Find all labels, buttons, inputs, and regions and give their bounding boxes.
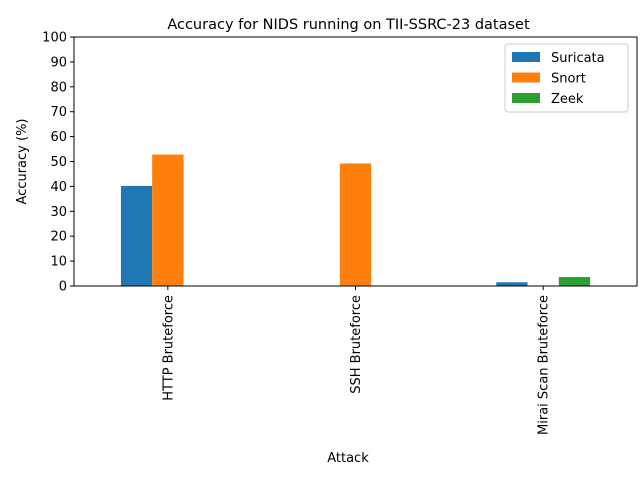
legend-label-snort: Snort — [551, 72, 586, 87]
y-axis: 0 10 20 30 40 50 60 70 80 90 100 — [42, 31, 74, 295]
y-tick-label: 70 — [50, 105, 67, 120]
y-tick-label: 20 — [50, 230, 67, 245]
y-tick-label: 100 — [42, 31, 67, 46]
y-axis-label: Accuracy (%) — [15, 119, 30, 205]
bar-suricata-2 — [496, 282, 528, 286]
y-tick-label: 80 — [50, 80, 67, 95]
bars-group — [120, 154, 591, 286]
legend-label-zeek: Zeek — [551, 92, 584, 107]
y-tick-label: 90 — [50, 55, 67, 70]
bar-zeek-2 — [558, 277, 591, 286]
legend-label-suricata: Suricata — [551, 51, 605, 66]
chart-title: Accuracy for NIDS running on TII-SSRC-23… — [167, 17, 530, 33]
bar-snort-0 — [152, 154, 184, 286]
y-tick-label: 40 — [50, 180, 67, 195]
legend: Suricata Snort Zeek — [504, 43, 629, 113]
bar-snort-1 — [339, 163, 372, 286]
y-tick-label: 60 — [50, 130, 67, 145]
x-tick-label: HTTP Bruteforce — [161, 295, 176, 401]
bar-suricata-0 — [120, 185, 153, 286]
legend-swatch-snort — [512, 72, 540, 83]
y-tick-label: 50 — [50, 155, 67, 170]
y-tick-label: 10 — [50, 255, 67, 270]
x-tick-label: Mirai Scan Bruteforce — [537, 295, 552, 435]
y-tick-label: 0 — [59, 280, 67, 295]
legend-swatch-zeek — [512, 93, 540, 103]
x-axis-label: Attack — [327, 451, 369, 466]
x-axis: HTTP Bruteforce SSH Bruteforce Mirai Scan … — [161, 286, 552, 435]
legend-swatch-suricata — [512, 52, 540, 62]
y-tick-label: 30 — [50, 205, 67, 220]
x-tick-label: SSH Bruteforce — [349, 295, 364, 394]
